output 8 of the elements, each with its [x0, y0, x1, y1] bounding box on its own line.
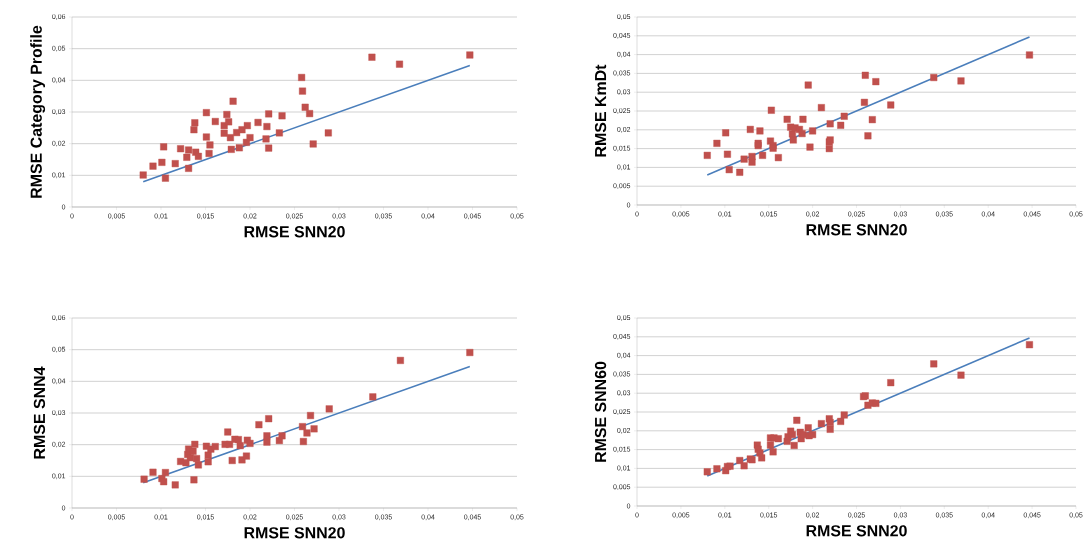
x-axis-title: RMSE SNN20: [244, 527, 345, 539]
y-axis-title: RMSE Category Profile: [30, 25, 46, 198]
y-axis-title: RMSE SNN60: [594, 361, 607, 462]
x-axis-title: RMSE SNN20: [806, 525, 907, 537]
x-axis-title: RMSE SNN20: [806, 224, 907, 236]
y-axis-title: RMSE KmDt: [594, 64, 607, 157]
y-axis-title: RMSE SNN4: [33, 366, 46, 459]
x-axis-title: RMSE SNN20: [244, 226, 345, 238]
